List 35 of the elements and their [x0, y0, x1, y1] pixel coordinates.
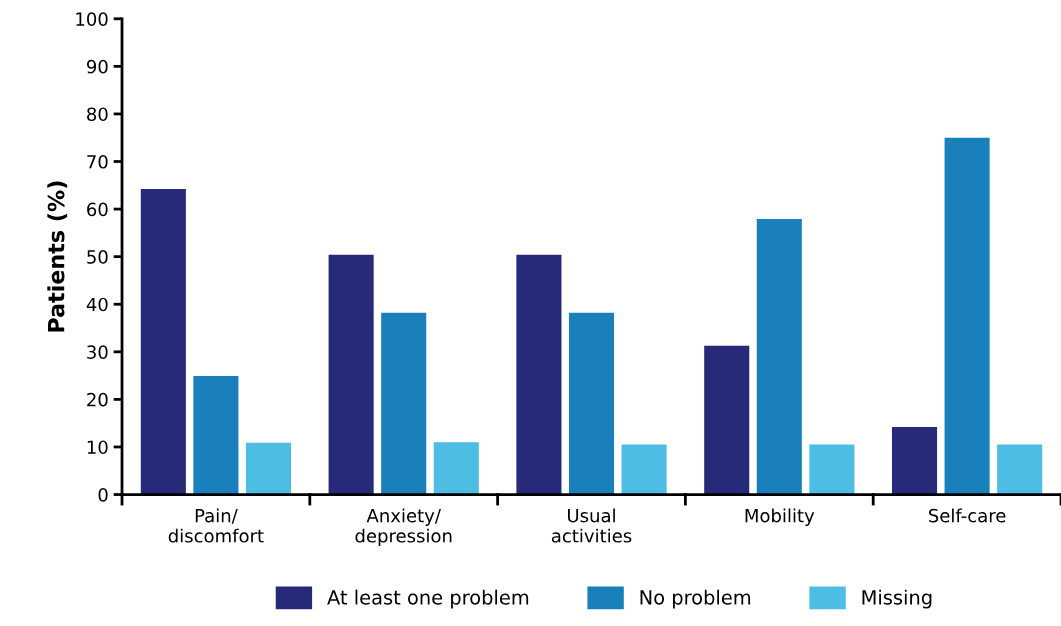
bar	[245, 442, 292, 495]
legend-label: No problem	[640, 589, 751, 609]
y-tick-label: 40	[86, 297, 108, 312]
y-tick-label: 50	[87, 250, 108, 264]
y-tick-label: 100	[76, 12, 108, 26]
legend-label: Missing	[862, 589, 932, 609]
bar	[568, 312, 615, 495]
x-tick-label: Mobility	[745, 508, 815, 526]
bar	[944, 137, 990, 495]
bar	[193, 376, 239, 495]
bar	[328, 254, 374, 495]
y-tick-label: 70	[87, 154, 108, 169]
y-tick-label: 20	[87, 392, 108, 407]
x-tick-label: Pain/ discomfort	[168, 508, 264, 543]
y-tick-label: 10	[87, 440, 108, 455]
y-tick-label: 90	[86, 59, 108, 74]
y-tick-label: 30	[87, 345, 108, 359]
bar	[621, 444, 667, 495]
x-tick-label: Self-care	[929, 508, 1006, 523]
bar	[433, 442, 479, 495]
y-tick-label: 60	[87, 202, 108, 217]
bar	[381, 312, 427, 495]
bar	[809, 444, 855, 495]
bar	[140, 189, 186, 495]
bar	[997, 444, 1043, 495]
x-tick-label: Anxiety/ depression	[355, 508, 452, 547]
x-tick-label: Usual activities	[551, 508, 632, 543]
y-axis-title: Patients (%)	[47, 181, 68, 332]
bar	[704, 345, 750, 495]
bar	[891, 426, 938, 495]
y-tick-label: 80	[87, 107, 108, 122]
y-tick-label: 0	[98, 488, 108, 502]
legend-label: At least one problem	[327, 589, 529, 609]
bar	[756, 219, 802, 495]
bar	[516, 254, 562, 495]
